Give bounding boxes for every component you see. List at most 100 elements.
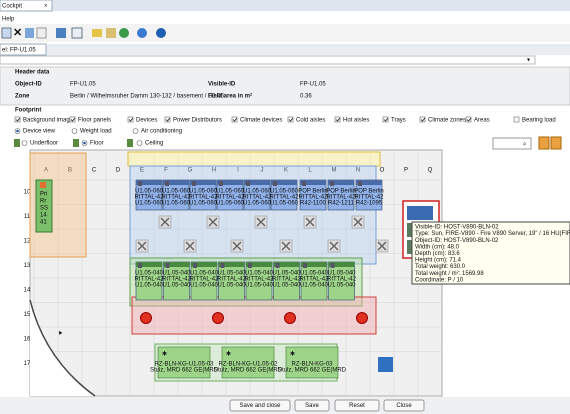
rack[interactable] <box>163 261 190 301</box>
menu-help[interactable]: Help <box>2 17 15 23</box>
row-label: 16 <box>24 337 31 343</box>
fan-blades <box>329 241 339 251</box>
checkbox-label: Climate devices <box>240 118 282 124</box>
rack-icon <box>330 263 335 268</box>
checkbox[interactable] <box>287 116 294 123</box>
level-icon <box>73 139 79 147</box>
rack[interactable] <box>135 261 163 301</box>
checkbox[interactable] <box>231 116 238 123</box>
icon[interactable] <box>36 27 47 39</box>
tooltip-line: Height (cm): 71.4 <box>415 258 462 264</box>
blue-device[interactable] <box>378 357 393 372</box>
rack-icon <box>302 181 306 186</box>
side-rack[interactable] <box>35 179 53 233</box>
rack-text: RITTAL-42 <box>272 277 302 283</box>
checkbox[interactable] <box>127 116 134 123</box>
climate-unit[interactable] <box>221 346 275 379</box>
icon[interactable] <box>156 28 166 38</box>
power-distributor[interactable] <box>356 312 368 324</box>
checkbox-label: Devices <box>136 118 157 124</box>
checkbox-label: Hot aisles <box>343 118 369 124</box>
close-x[interactable]: × <box>44 4 48 10</box>
search-box[interactable] <box>492 137 532 150</box>
radio-label: Underfloor <box>30 141 58 147</box>
rack-text: RITTAL-42 <box>217 277 247 283</box>
window-tab-label: Cockpit <box>2 4 22 10</box>
icon[interactable] <box>71 27 83 39</box>
fan-blades <box>160 217 170 227</box>
tool-button[interactable] <box>550 136 562 150</box>
button[interactable] <box>383 399 425 412</box>
doc-tab[interactable] <box>0 43 47 56</box>
button[interactable] <box>229 399 291 412</box>
checkbox[interactable] <box>382 116 389 123</box>
rack-text: POP Berlin <box>326 189 356 195</box>
checkbox-label: Trays <box>391 118 406 124</box>
rack-text: RITTAL-42 <box>245 277 275 283</box>
rack-text: U1.05-040 <box>300 283 329 289</box>
icon[interactable] <box>119 28 129 38</box>
checkbox[interactable] <box>164 116 171 123</box>
tooltip-line: Width (cm): 48.0 <box>415 244 460 250</box>
rack-text: U1.05-060 <box>216 189 245 195</box>
rack-text: U1.05-060 <box>135 189 164 195</box>
icon[interactable] <box>106 28 116 38</box>
device[interactable] <box>407 206 433 220</box>
rack-icon <box>246 181 250 186</box>
level-icon <box>14 139 20 147</box>
radio[interactable] <box>21 140 28 146</box>
radio[interactable] <box>136 140 143 146</box>
climate-unit[interactable] <box>157 346 211 379</box>
rack-text: U1.05-060 <box>270 201 299 207</box>
checkbox[interactable] <box>419 116 426 123</box>
window-tab[interactable] <box>0 0 53 12</box>
tooltip-line: Total weight / m²: 1569.98 <box>415 271 484 277</box>
rack-icon <box>40 182 46 188</box>
power-distributor[interactable] <box>212 312 224 324</box>
icon[interactable] <box>56 28 66 38</box>
rack-text: U1.05-060 <box>162 189 191 195</box>
icon[interactable]: ✕ <box>13 27 22 39</box>
column-label: L <box>308 168 312 174</box>
column-label: O <box>380 168 385 174</box>
checkbox[interactable] <box>513 116 520 123</box>
rack[interactable] <box>245 261 273 301</box>
button[interactable] <box>334 399 380 412</box>
climate-unit[interactable] <box>285 346 339 379</box>
power-distributor[interactable] <box>140 312 152 324</box>
rack-text: U1.05-040 <box>245 271 274 277</box>
field-value: FP-U1.05 <box>70 82 96 88</box>
tool-button[interactable] <box>538 136 550 150</box>
rack[interactable] <box>273 261 300 301</box>
rack-text: RITTAL-42 <box>162 195 192 201</box>
row-label: 15 <box>24 312 31 318</box>
fan-blades <box>185 241 195 251</box>
search-icon[interactable]: ⌕ <box>523 142 526 148</box>
column-label: I <box>237 168 239 174</box>
checkbox[interactable] <box>14 116 21 123</box>
icon[interactable] <box>92 29 102 37</box>
rack[interactable] <box>190 261 218 301</box>
rack[interactable] <box>218 261 245 301</box>
field-label: Object-ID <box>15 82 42 88</box>
button[interactable] <box>294 399 330 412</box>
rack-icon <box>248 263 252 268</box>
tooltip-box <box>411 221 570 285</box>
combo-arrow[interactable]: ▾ <box>527 58 530 64</box>
rack-top <box>273 262 300 267</box>
path-combo[interactable] <box>0 55 536 65</box>
radio[interactable] <box>132 128 139 134</box>
checkbox[interactable] <box>69 116 76 123</box>
radio[interactable] <box>71 128 78 134</box>
icon[interactable] <box>137 28 147 38</box>
checkbox[interactable] <box>334 116 341 123</box>
icon[interactable] <box>1 27 12 39</box>
rack-text: U1.05-060 <box>189 201 218 207</box>
rack-text: U1.05-040 <box>300 271 329 277</box>
rack[interactable] <box>328 261 355 301</box>
checkbox[interactable] <box>465 116 472 123</box>
rack-top <box>218 262 245 267</box>
field-label: Visible-ID <box>208 82 236 88</box>
power-distributor[interactable] <box>284 312 296 324</box>
icon[interactable] <box>25 28 34 38</box>
